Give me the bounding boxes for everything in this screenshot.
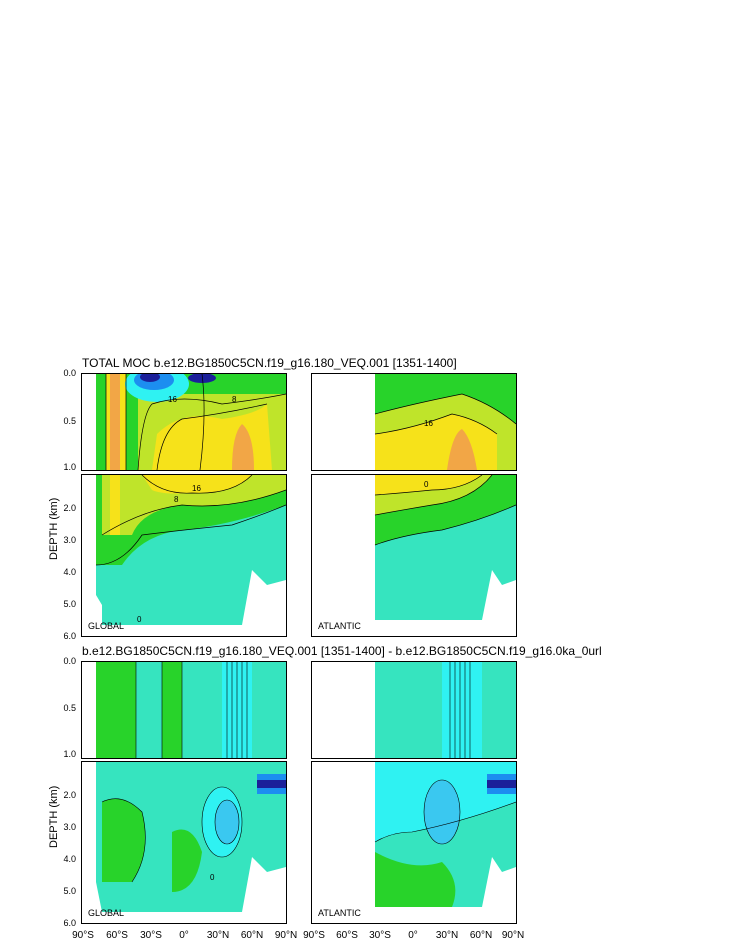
- contour-atlantic-upper-bottom: [375, 662, 516, 758]
- fill-green-2: [172, 829, 202, 892]
- panel-global-lower-top: 16 8 0 GLOBAL: [81, 474, 287, 637]
- ytick-label: 0.0: [63, 656, 76, 666]
- fill-green: [102, 798, 146, 882]
- region-label-atlantic-bottom: ATLANTIC: [318, 908, 361, 918]
- contour-label: 0: [137, 615, 142, 624]
- fill-navy-band: [257, 780, 286, 788]
- ytick-label: 0.0: [63, 368, 76, 378]
- fill-lightblue-cell: [424, 780, 460, 844]
- region-label-global-bottom: GLOBAL: [88, 908, 125, 918]
- fill-yellow: [375, 475, 482, 495]
- xtick-label: 90°N: [274, 930, 298, 941]
- xtick-label: 30°S: [140, 930, 162, 941]
- contour-label: 16: [424, 419, 433, 428]
- xtick-label: 60°S: [106, 930, 128, 941]
- fill-orange-core: [447, 429, 477, 470]
- ytick-label: 5.0: [63, 886, 76, 896]
- xtick-label: 60°N: [469, 930, 493, 941]
- contour-lines: [105, 374, 286, 470]
- contour-global-lower-bottom: 0: [96, 762, 286, 912]
- xtick-label: 0°: [408, 930, 418, 941]
- panel-atlantic-lower-bottom: ATLANTIC: [311, 761, 517, 924]
- panel-atlantic-upper-top: 16: [311, 373, 517, 471]
- fill-navy-cell: [140, 374, 160, 382]
- contour-lines: [374, 475, 516, 546]
- fill-green-band-2: [162, 662, 182, 758]
- panel-global-upper-top: 16 8: [81, 373, 287, 471]
- contour-lines: [135, 662, 248, 758]
- top-chart-title: TOTAL MOC b.e12.BG1850C5CN.f19_g16.180_V…: [82, 356, 457, 370]
- ytick-label: 2.0: [63, 503, 76, 513]
- bottom-chart-title: b.e12.BG1850C5CN.f19_g16.180_VEQ.001 [13…: [82, 644, 602, 658]
- ytick-label: 0.5: [63, 416, 76, 426]
- ytick-label: 1.0: [63, 749, 76, 759]
- xtick-label: 90°S: [303, 930, 325, 941]
- contour-label: 0: [424, 480, 429, 489]
- ytick-label: 2.0: [63, 790, 76, 800]
- fill-yellow-band: [110, 475, 120, 535]
- xtick-label: 90°S: [72, 930, 94, 941]
- panel-global-lower-bottom: 0 GLOBAL: [81, 761, 287, 924]
- fill-green-band: [96, 662, 136, 758]
- xtick-label: 0°: [179, 930, 189, 941]
- ytick-label: 6.0: [63, 631, 76, 641]
- region-label-global-top: GLOBAL: [88, 621, 125, 631]
- ytick-label: 4.0: [63, 854, 76, 864]
- fill-orange-band: [110, 374, 120, 470]
- contour-atlantic-upper-top: 16: [374, 374, 516, 470]
- contour-lines: [101, 786, 243, 883]
- fill-orange-core: [232, 424, 254, 470]
- xtick-label: 30°S: [369, 930, 391, 941]
- panel-atlantic-lower-top: 0 ATLANTIC: [311, 474, 517, 637]
- contour-atlantic-lower-bottom: [374, 762, 516, 907]
- fill-yellowgreen: [102, 475, 286, 535]
- ytick-label: 4.0: [63, 567, 76, 577]
- xtick-label: 60°S: [336, 930, 358, 941]
- contour-global-upper-top: 16 8: [96, 374, 286, 470]
- ytick-label: 0.5: [63, 703, 76, 713]
- region-label-atlantic-top: ATLANTIC: [318, 621, 361, 631]
- xtick-label: 30°N: [435, 930, 459, 941]
- fill-lightblue-cell: [215, 800, 239, 844]
- ytick-label: 6.0: [63, 918, 76, 928]
- contour-lines: [374, 779, 516, 845]
- panel-atlantic-upper-bottom: [311, 661, 517, 759]
- ytick-label: 1.0: [63, 462, 76, 472]
- xtick-label: 60°N: [240, 930, 264, 941]
- ytick-label: 3.0: [63, 535, 76, 545]
- xtick-label: 30°N: [206, 930, 230, 941]
- contour-lines: [449, 662, 471, 758]
- contour-label: 8: [174, 495, 179, 504]
- contour-label: 8: [232, 395, 237, 404]
- fill-yellow: [142, 475, 252, 494]
- ytick-label: 3.0: [63, 822, 76, 832]
- contour-atlantic-lower-top: 0: [374, 475, 516, 620]
- contour-global-upper-bottom: [96, 662, 286, 758]
- contour-label: 0: [210, 873, 215, 882]
- ytick-label: 5.0: [63, 599, 76, 609]
- xtick-label: 90°N: [501, 930, 525, 941]
- fill-navy-band: [487, 780, 516, 788]
- contour-lines: [95, 475, 286, 566]
- contour-global-lower-top: 16 8 0: [95, 475, 286, 625]
- fill-cyan-band: [442, 662, 482, 758]
- fill-green: [375, 852, 456, 907]
- panel-global-upper-bottom: [81, 661, 287, 759]
- contour-label: 16: [168, 395, 177, 404]
- fill-navy-cell-2: [188, 374, 216, 383]
- contour-label: 16: [192, 484, 201, 493]
- contour-lines: [374, 393, 516, 435]
